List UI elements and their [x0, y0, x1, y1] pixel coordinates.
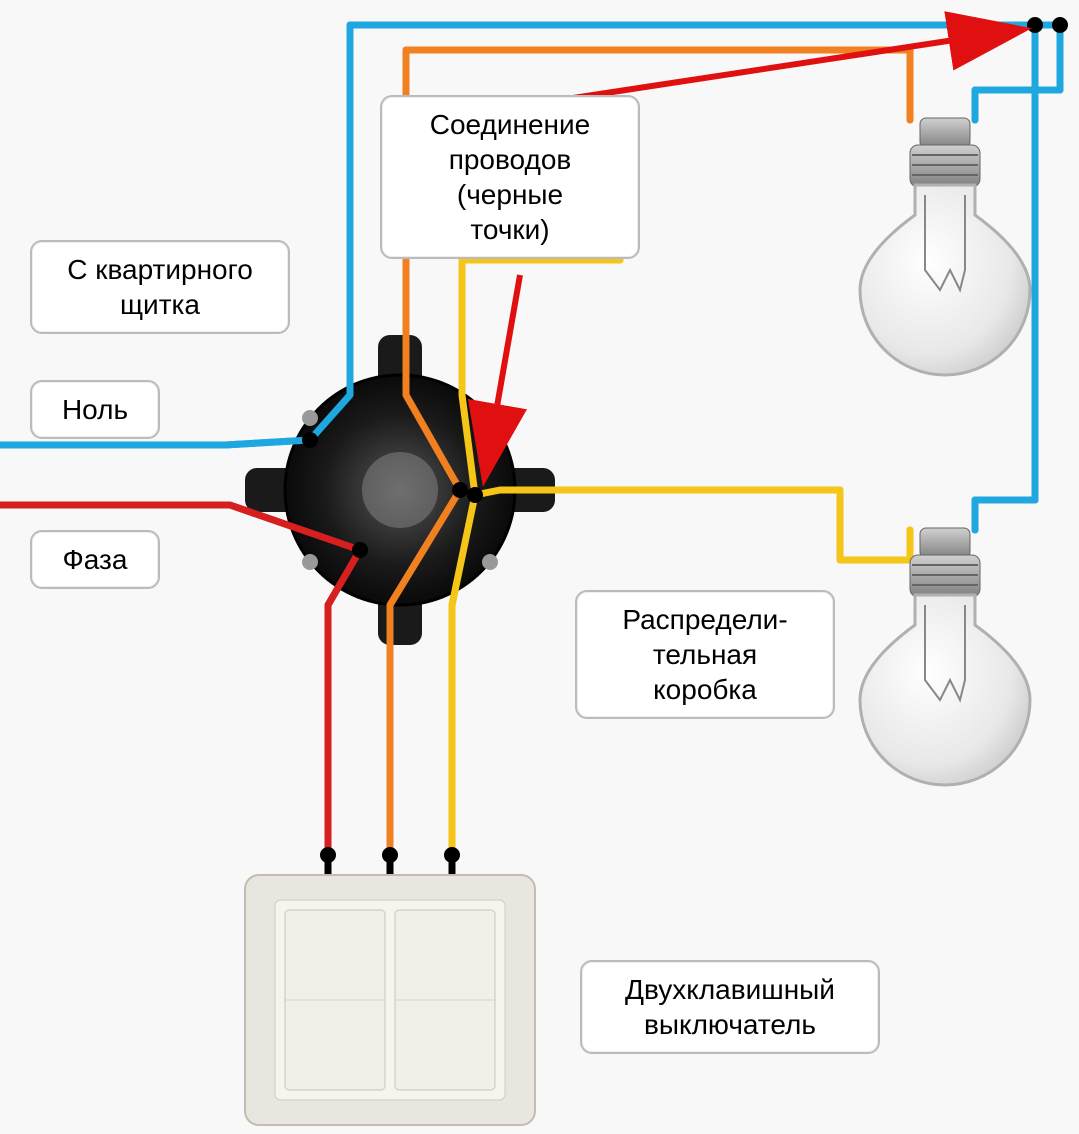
label-neutral: Ноль — [30, 380, 160, 439]
label-double-switch: Двухклавишный выключатель — [580, 960, 880, 1054]
node-box_bottom — [352, 542, 368, 558]
node-top_right_2 — [1052, 17, 1068, 33]
node-switch_t1 — [320, 847, 336, 863]
label-connection-points: Соединение проводов (черные точки) — [380, 95, 640, 259]
wire-neutral-to-bulb1 — [975, 25, 1060, 120]
node-box_right_upper — [452, 482, 468, 498]
node-top_right_1 — [1027, 17, 1043, 33]
label-junction-box: Распредели- тельная коробка — [575, 590, 835, 719]
label-from-panel: С квартирного щитка — [30, 240, 290, 334]
double-switch — [245, 875, 535, 1125]
node-box_right_lower — [467, 487, 483, 503]
node-switch_t3 — [444, 847, 460, 863]
arrow-to-topright — [560, 30, 1020, 100]
node-switch_t2 — [382, 847, 398, 863]
node-box_top — [302, 432, 318, 448]
wire-neutral-to-bulb1 — [975, 25, 1060, 120]
label-phase: Фаза — [30, 530, 160, 589]
lightbulb-1 — [860, 118, 1030, 375]
lightbulb-2 — [860, 528, 1030, 785]
wire-neutral-in — [0, 440, 310, 445]
